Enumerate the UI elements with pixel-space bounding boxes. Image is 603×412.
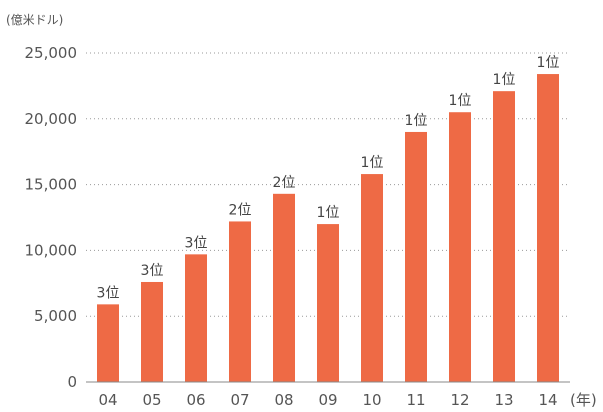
bar-data-label: 1位 xyxy=(317,205,340,221)
bar xyxy=(229,221,251,382)
y-tick-label: 0 xyxy=(67,373,77,391)
bar-data-label: 2位 xyxy=(229,202,252,218)
bar-data-label: 3位 xyxy=(141,263,164,279)
x-tick-label: 12 xyxy=(450,391,469,409)
bar xyxy=(361,174,383,382)
data-label-layer: 3位 3位 3位 2位 2位 1位 1位 1位 1位 1位 1位 xyxy=(97,55,560,301)
y-tick-label: 15,000 xyxy=(25,176,78,194)
x-tick-label: 09 xyxy=(318,391,337,409)
bar xyxy=(273,193,295,382)
bar xyxy=(405,131,427,382)
bar xyxy=(97,304,119,382)
y-tick-label: 5,000 xyxy=(34,307,77,325)
x-tick-label: 13 xyxy=(494,391,513,409)
grid-layer xyxy=(86,52,570,317)
y-axis-ticks: 0 5,000 10,000 15,000 20,000 25,000 xyxy=(25,44,78,391)
bar-data-label: 1位 xyxy=(493,72,516,88)
bar-data-label: 1位 xyxy=(361,155,384,171)
x-tick-label: 06 xyxy=(186,391,205,409)
x-tick-label: 10 xyxy=(362,391,381,409)
bar-data-label: 1位 xyxy=(449,93,472,109)
y-tick-label: 20,000 xyxy=(25,110,78,128)
bar xyxy=(317,224,339,382)
y-tick-label: 25,000 xyxy=(25,44,78,62)
bar-data-label: 1位 xyxy=(405,113,428,129)
x-axis-ticks: 04 05 06 07 08 09 10 11 12 13 14 xyxy=(98,391,557,409)
bar xyxy=(449,112,471,382)
bar xyxy=(493,91,515,382)
bar-data-label: 2位 xyxy=(273,175,296,191)
x-tick-label: 07 xyxy=(230,391,249,409)
bar-data-label: 3位 xyxy=(185,235,208,251)
bar xyxy=(537,74,559,382)
x-tick-label: 11 xyxy=(406,391,425,409)
bar-layer xyxy=(97,74,559,382)
x-tick-label: 05 xyxy=(142,391,161,409)
x-tick-label: 04 xyxy=(98,391,117,409)
y-tick-label: 10,000 xyxy=(25,241,78,259)
bar-data-label: 1位 xyxy=(537,55,560,71)
x-tick-label: 08 xyxy=(274,391,293,409)
y-axis-unit-label: (億米ドル) xyxy=(6,13,63,27)
x-axis-unit-label: (年) xyxy=(570,391,597,409)
bar xyxy=(141,281,163,382)
bar-data-label: 3位 xyxy=(97,285,120,301)
x-tick-label: 14 xyxy=(538,391,557,409)
bar xyxy=(185,254,207,382)
